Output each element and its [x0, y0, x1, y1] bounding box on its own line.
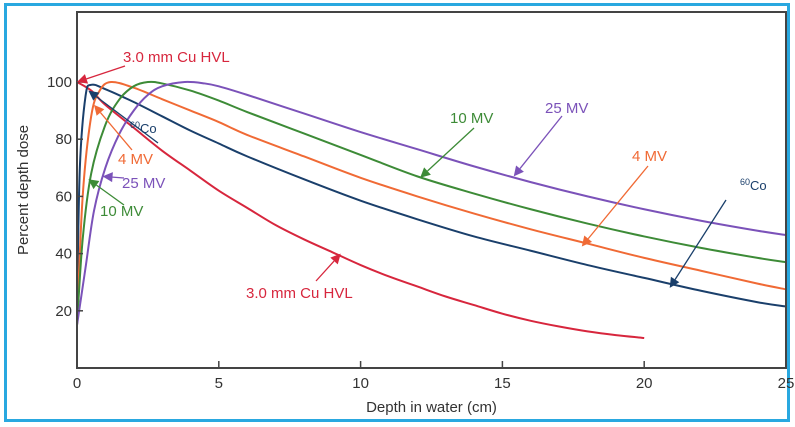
- arrowhead-icon: [581, 235, 593, 247]
- annotation-arrow-line: [315, 260, 335, 282]
- annotation-arrow-line: [674, 199, 727, 280]
- annotation: 4 MV: [581, 148, 667, 247]
- annotation-label: 60Co: [740, 177, 767, 193]
- annotation: 25 MV: [102, 172, 165, 192]
- y-tick-label: 100: [47, 74, 72, 91]
- x-tick-label: 25: [778, 375, 795, 392]
- annotation-arrow-line: [86, 65, 126, 80]
- chart-frame: [4, 3, 790, 422]
- annotation-label: 10 MV: [100, 203, 143, 220]
- annotation: 25 MV: [513, 100, 588, 177]
- series-line-4-mv: [76, 80, 787, 326]
- annotation: 10 MV: [88, 179, 143, 220]
- series-line-60co: [76, 83, 787, 311]
- arrowhead-icon: [77, 74, 89, 84]
- y-tick-label: 80: [55, 131, 72, 148]
- annotation: 60Co: [88, 90, 159, 144]
- x-tick-label: 20: [636, 375, 653, 392]
- annotation-arrow-line: [112, 176, 125, 179]
- annotation-arrow-line: [587, 165, 649, 240]
- annotation-label: 4 MV: [118, 151, 153, 168]
- annotation: 10 MV: [420, 110, 493, 178]
- annotation-arrow-line: [96, 184, 125, 206]
- annotation-label: 4 MV: [632, 148, 667, 165]
- annotation-arrow-line: [99, 112, 133, 151]
- annotation-label: 10 MV: [450, 110, 493, 127]
- y-axis-title: Percent depth dose: [15, 125, 32, 255]
- annotation-arrow-line: [427, 127, 475, 172]
- y-tick-label: 20: [55, 303, 72, 320]
- arrowhead-icon: [330, 253, 341, 265]
- series-line-10-mv: [76, 80, 787, 326]
- arrowhead-icon: [88, 179, 100, 190]
- annotation: 4 MV: [94, 104, 153, 168]
- series-line-3-0-mm-cu-hvl: [76, 81, 645, 339]
- x-tick-label: 15: [494, 375, 511, 392]
- x-tick-label: 0: [73, 375, 81, 392]
- x-tick-label: 5: [215, 375, 223, 392]
- arrowhead-icon: [669, 276, 680, 288]
- annotation-label: 25 MV: [545, 100, 588, 117]
- x-tick-label: 10: [352, 375, 369, 392]
- y-tick-label: 60: [55, 188, 72, 205]
- annotation: 60Co: [669, 177, 767, 288]
- annotation-label: 25 MV: [122, 175, 165, 192]
- series-line-25-mv: [76, 80, 787, 326]
- arrowhead-icon: [94, 104, 105, 116]
- x-axis-title: Depth in water (cm): [366, 399, 497, 416]
- arrowhead-icon: [420, 167, 431, 178]
- arrowhead-icon: [88, 90, 100, 101]
- arrowhead-icon: [102, 172, 113, 183]
- annotation-label: 3.0 mm Cu HVL: [123, 49, 230, 66]
- annotation: 3.0 mm Cu HVL: [77, 49, 230, 84]
- y-tick-label: 40: [55, 246, 72, 263]
- annotation: 3.0 mm Cu HVL: [246, 253, 353, 302]
- annotation-label: 3.0 mm Cu HVL: [246, 285, 353, 302]
- annotation-arrow-line: [95, 96, 159, 144]
- arrowhead-icon: [513, 165, 524, 177]
- annotation-arrow-line: [519, 115, 563, 169]
- annotation-label: 60Co: [130, 120, 157, 136]
- plot-area-border: [76, 11, 787, 369]
